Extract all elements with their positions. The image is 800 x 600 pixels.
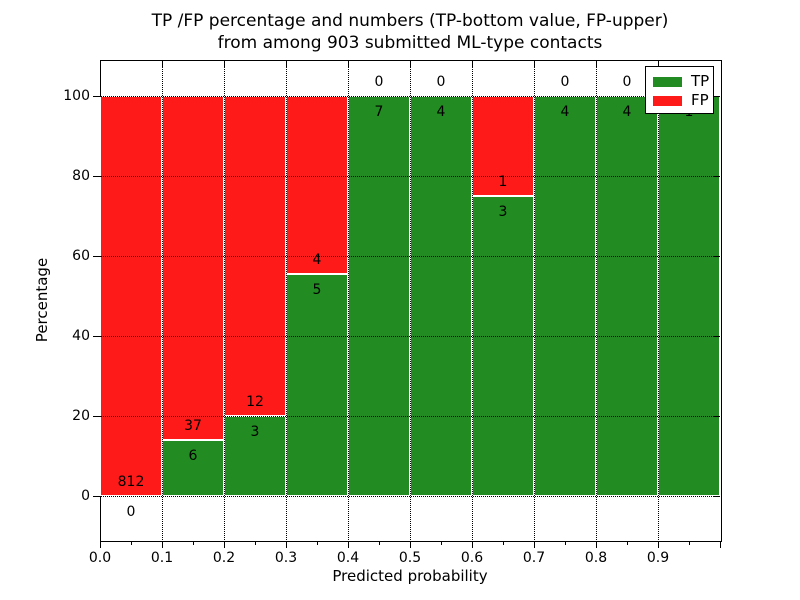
- legend: TP FP: [645, 66, 714, 114]
- x-tick-label: 0.2: [212, 550, 236, 566]
- x-tick-label: 0.5: [398, 550, 422, 566]
- x-axis-tick: [657, 541, 659, 548]
- x-axis-tick: [223, 541, 225, 548]
- x-tick-label: 0.8: [584, 550, 608, 566]
- x-tick-label: 0.7: [522, 550, 546, 566]
- y-axis-label: Percentage: [33, 257, 51, 343]
- y-axis-tick: [93, 175, 100, 177]
- x-axis-label: Predicted probability: [332, 567, 488, 585]
- y-axis-tick: [93, 495, 100, 497]
- y-tick-label: 80: [72, 168, 90, 184]
- chart-title: TP /FP percentage and numbers (TP-bottom…: [60, 10, 760, 54]
- x-tick-label: 0.0: [88, 550, 112, 566]
- x-tick-label: 0.9: [646, 550, 670, 566]
- x-axis-tick: [533, 541, 535, 548]
- x-tick-label: 0.4: [336, 550, 360, 566]
- x-axis-tick: [471, 541, 473, 548]
- chart-title-line1: TP /FP percentage and numbers (TP-bottom…: [151, 11, 669, 31]
- x-axis-tick: [161, 541, 163, 548]
- y-axis-tick: [93, 255, 100, 257]
- x-axis-tick: [409, 541, 411, 548]
- x-axis-tick: [99, 541, 101, 548]
- chart-title-line2: from among 903 submitted ML-type contact…: [217, 33, 603, 53]
- y-tick-label: 0: [81, 488, 90, 504]
- legend-entry-tp: TP: [646, 72, 713, 91]
- x-tick-label: 0.6: [460, 550, 484, 566]
- y-tick-label: 60: [72, 248, 90, 264]
- x-axis-tick: [347, 541, 349, 548]
- legend-swatch-fp-icon: [653, 95, 682, 106]
- y-tick-label: 40: [72, 328, 90, 344]
- x-tick-label: 0.3: [274, 550, 298, 566]
- plot-area: [100, 60, 722, 542]
- x-axis-tick: [285, 541, 287, 548]
- y-axis-tick: [93, 95, 100, 97]
- legend-entry-fp: FP: [646, 91, 713, 110]
- legend-label-tp: TP: [691, 72, 710, 90]
- y-axis-tick: [93, 415, 100, 417]
- x-axis-tick: [595, 541, 597, 548]
- x-tick-label: 0.1: [150, 550, 174, 566]
- y-tick-label: 100: [63, 88, 90, 104]
- y-axis-tick: [93, 335, 100, 337]
- x-axis-tick: [719, 541, 721, 548]
- y-tick-label: 20: [72, 408, 90, 424]
- legend-label-fp: FP: [691, 91, 709, 109]
- legend-swatch-tp-icon: [653, 76, 682, 87]
